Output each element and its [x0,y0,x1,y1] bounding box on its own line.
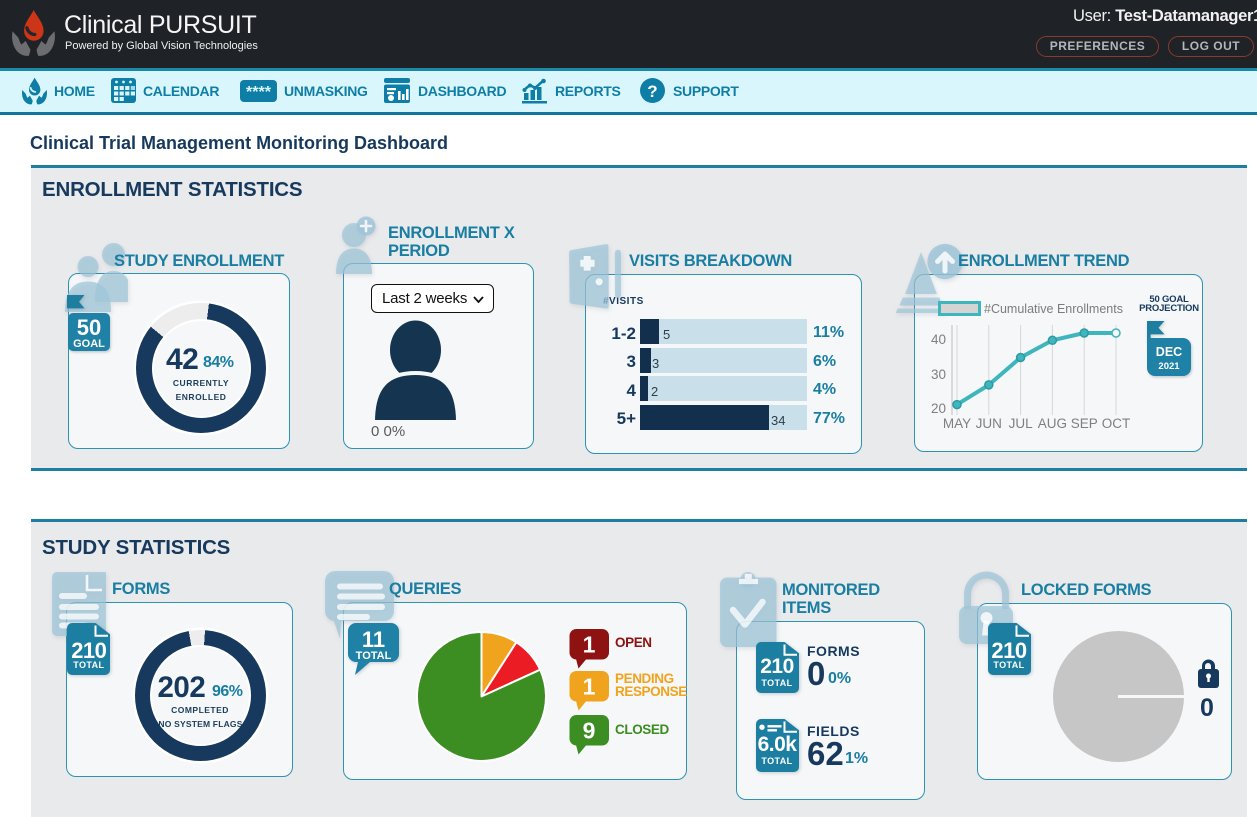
svg-text:JUL: JUL [1009,416,1033,431]
svg-text:9: 9 [582,718,595,744]
svg-text:1: 1 [582,632,595,658]
svg-text:OCT: OCT [1102,416,1130,431]
svg-text:****: **** [246,84,272,101]
svg-text:40: 40 [931,332,946,347]
svg-text:MAY: MAY [943,416,971,431]
svg-text:AUG: AUG [1038,416,1067,431]
svg-text:1: 1 [582,674,595,700]
svg-text:SEP: SEP [1071,416,1098,431]
svg-text:JUN: JUN [976,416,1002,431]
svg-text:?: ? [647,82,657,101]
svg-text:30: 30 [931,367,946,382]
svg-text:20: 20 [931,401,946,416]
